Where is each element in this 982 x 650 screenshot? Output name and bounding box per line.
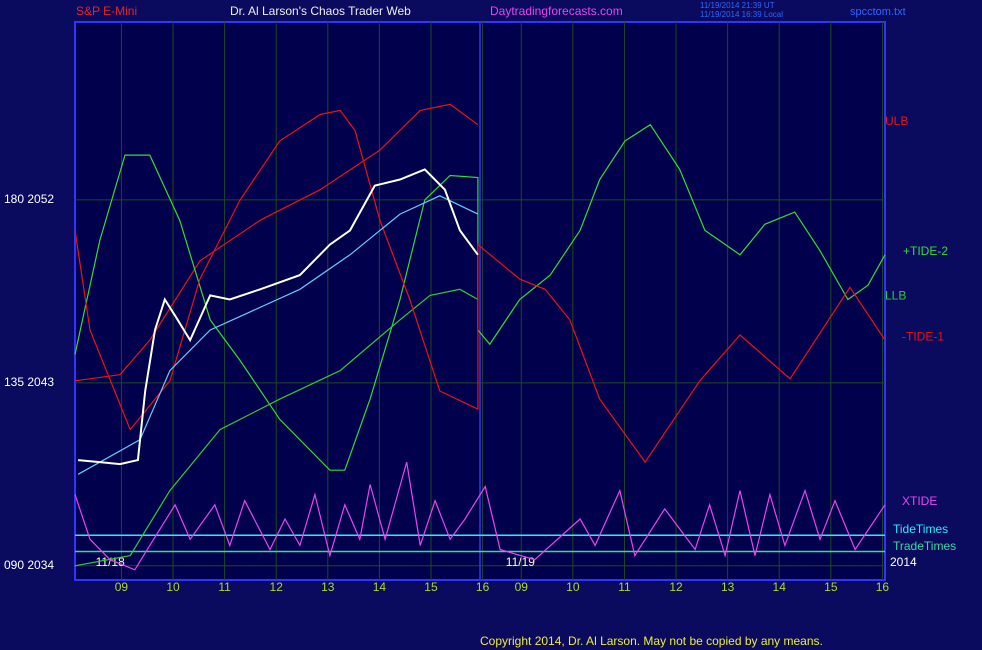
- file-name: spcctom.txt: [850, 6, 906, 18]
- x-tick-label: 15: [424, 580, 438, 594]
- y-tick-label: 090 2034: [4, 558, 54, 572]
- x-tick-label: 14: [373, 580, 387, 594]
- date-label: 11/18: [96, 555, 125, 569]
- x-tick-label: 10: [566, 580, 580, 594]
- x-tick-label: 13: [321, 580, 335, 594]
- series-label: +TIDE-2: [903, 244, 948, 258]
- series-line: [78, 168, 479, 466]
- y-tick-label: 180 2052: [4, 192, 54, 206]
- site-name: Daytradingforecasts.com: [490, 4, 623, 18]
- series-line: [74, 461, 886, 571]
- copyright: Copyright 2014, Dr. Al Larson. May not b…: [480, 634, 823, 648]
- series-line: [74, 103, 479, 382]
- x-tick-label: 12: [669, 580, 683, 594]
- series-label: LLB: [885, 289, 906, 303]
- x-tick-label: 09: [115, 580, 129, 594]
- x-tick-label: 14: [773, 580, 787, 594]
- x-tick-label: 10: [166, 580, 180, 594]
- timestamp: 11/19/2014 16:39 Local: [700, 10, 783, 19]
- reference-label: TideTimes: [893, 522, 948, 536]
- x-tick-label: 15: [824, 580, 838, 594]
- series-line: [77, 195, 479, 475]
- x-tick-label: 12: [270, 580, 284, 594]
- series-label: ULB: [885, 114, 908, 128]
- x-tick-label: 11: [218, 580, 231, 594]
- chart-subtitle: Dr. Al Larson's Chaos Trader Web: [230, 4, 411, 18]
- series-label: XTIDE: [902, 494, 937, 508]
- series-line: [74, 123, 886, 471]
- series-line: [74, 109, 886, 464]
- x-tick-label: 16: [876, 580, 890, 594]
- chart-title: S&P E-Mini: [76, 4, 137, 18]
- year-label: 2014: [890, 555, 917, 569]
- series-line: [74, 288, 479, 567]
- x-tick-label: 09: [515, 580, 529, 594]
- series-label: -TIDE-1: [902, 329, 944, 343]
- date-label: 11/19: [506, 555, 535, 569]
- x-tick-label: 13: [721, 580, 735, 594]
- reference-label: TradeTimes: [893, 539, 956, 553]
- x-tick-label: 16: [476, 580, 490, 594]
- y-tick-label: 135 2043: [4, 375, 54, 389]
- timestamp: 11/19/2014 21:39 UT: [700, 1, 775, 10]
- x-tick-label: 11: [618, 580, 631, 594]
